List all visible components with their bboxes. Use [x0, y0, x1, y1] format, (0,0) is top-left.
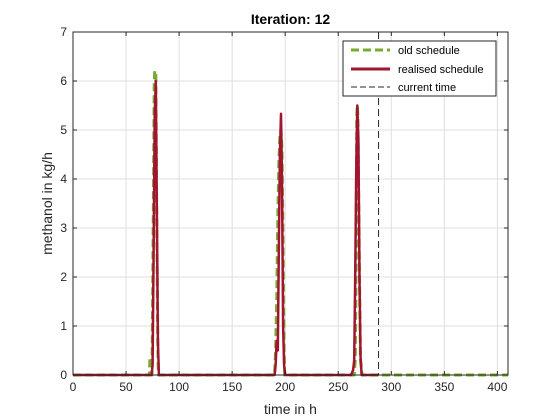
x-tick-label: 300 [381, 380, 401, 394]
y-tick-label: 6 [60, 74, 67, 88]
x-tick-label: 100 [169, 380, 189, 394]
legend-entry-realised-schedule: realised schedule [398, 64, 484, 76]
y-tick-label: 1 [60, 319, 67, 333]
x-tick-label: 150 [222, 380, 242, 394]
y-tick-label: 3 [60, 221, 67, 235]
y-tick-label: 2 [60, 270, 67, 284]
x-tick-label: 250 [328, 380, 348, 394]
y-tick-label: 4 [60, 172, 67, 186]
x-axis-label: time in h [264, 401, 317, 417]
x-tick-label: 350 [434, 380, 454, 394]
y-axis-label: methanol in kg/h [39, 152, 55, 255]
y-tick-label: 0 [60, 368, 67, 382]
legend-entry-old-schedule: old schedule [398, 45, 460, 57]
legend-entry-current-time: current time [398, 82, 456, 94]
y-tick-label: 7 [60, 25, 67, 39]
x-tick-label: 50 [119, 380, 133, 394]
legend: old schedule realised schedule current t… [343, 41, 496, 96]
chart-title: Iteration: 12 [251, 11, 331, 27]
x-tick-label: 200 [275, 380, 295, 394]
y-tick-label: 5 [60, 123, 67, 137]
x-tick-label: 400 [487, 380, 507, 394]
x-tick-label: 0 [70, 380, 77, 394]
